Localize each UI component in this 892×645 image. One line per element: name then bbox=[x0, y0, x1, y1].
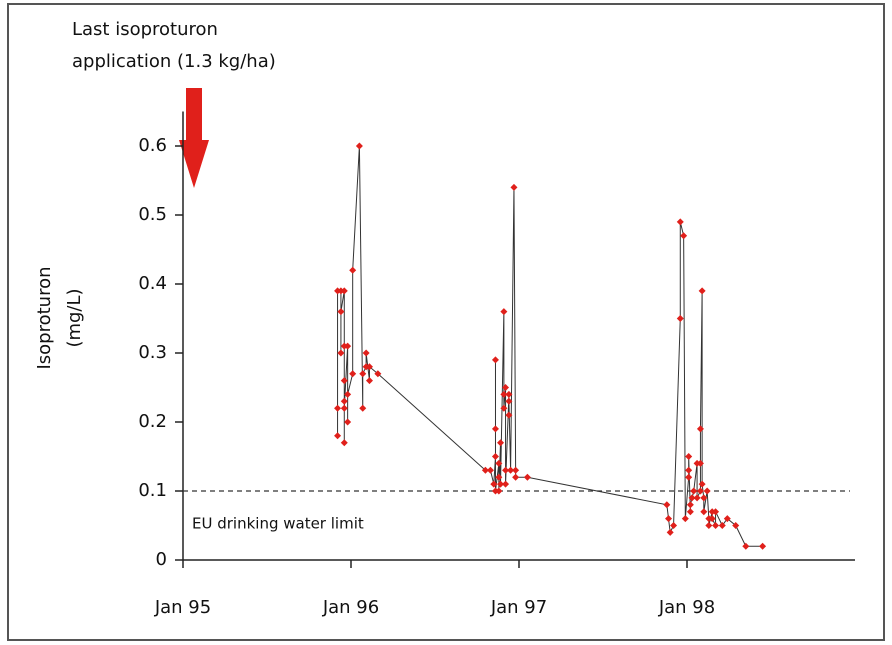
data-point bbox=[759, 542, 767, 550]
data-point bbox=[698, 480, 706, 488]
data-point bbox=[502, 466, 510, 474]
data-point bbox=[359, 370, 367, 378]
data-point bbox=[507, 466, 515, 474]
data-point bbox=[696, 459, 704, 467]
limit-label: EU drinking water limit bbox=[192, 515, 364, 533]
data-point bbox=[510, 183, 518, 191]
data-point bbox=[340, 377, 348, 385]
data-point bbox=[502, 480, 510, 488]
data-point bbox=[512, 466, 520, 474]
data-point bbox=[708, 515, 716, 523]
data-point bbox=[505, 397, 513, 405]
data-point bbox=[340, 404, 348, 412]
data-point bbox=[500, 390, 508, 398]
data-point bbox=[365, 377, 373, 385]
data-point bbox=[680, 232, 688, 240]
x-tick-label: Jan 98 bbox=[658, 597, 715, 618]
data-point bbox=[495, 487, 503, 495]
data-point bbox=[344, 418, 352, 426]
data-point bbox=[502, 384, 510, 391]
data-point bbox=[340, 439, 348, 447]
data-point bbox=[340, 287, 348, 295]
data-point bbox=[685, 453, 693, 460]
data-point bbox=[742, 542, 750, 550]
arrow bbox=[179, 88, 209, 188]
data-point bbox=[491, 356, 499, 364]
data-point bbox=[703, 487, 711, 495]
data-point bbox=[374, 370, 382, 378]
data-point bbox=[700, 508, 708, 516]
data-point bbox=[344, 342, 352, 350]
x-tick-label: Jan 95 bbox=[154, 597, 211, 618]
data-point bbox=[495, 473, 503, 481]
data-point bbox=[334, 404, 342, 412]
data-point bbox=[712, 522, 720, 529]
data-point bbox=[685, 473, 693, 481]
data-point bbox=[700, 494, 708, 502]
data-point bbox=[500, 308, 508, 316]
y-axis-label: (mg/L) bbox=[64, 288, 85, 347]
data-point bbox=[666, 528, 674, 536]
y-tick-label: 0.1 bbox=[138, 480, 167, 501]
frame bbox=[7, 3, 885, 641]
data-point bbox=[686, 508, 694, 516]
data-point bbox=[481, 466, 489, 474]
data-point bbox=[732, 522, 740, 529]
data-point bbox=[688, 494, 696, 502]
data-point bbox=[497, 480, 505, 488]
data-point bbox=[665, 515, 673, 523]
data-point bbox=[337, 308, 345, 316]
data-point bbox=[663, 501, 671, 509]
y-tick-label: 0.2 bbox=[138, 411, 167, 432]
x-tick-label: Jan 97 bbox=[490, 597, 547, 618]
data-point bbox=[505, 411, 513, 419]
data-point bbox=[512, 473, 520, 481]
data-point bbox=[723, 515, 731, 523]
data-point bbox=[344, 390, 352, 398]
y-tick-label: 0.6 bbox=[138, 135, 167, 156]
data-point bbox=[686, 501, 694, 509]
data-point bbox=[491, 453, 499, 460]
data-point bbox=[362, 349, 370, 357]
y-tick-label: 0.3 bbox=[138, 342, 167, 363]
data-point bbox=[676, 315, 684, 322]
data-point bbox=[670, 522, 678, 529]
data-point bbox=[337, 349, 345, 357]
data-point bbox=[505, 390, 513, 398]
data-point bbox=[718, 522, 726, 529]
data-point bbox=[698, 287, 706, 295]
y-tick-label: 0.5 bbox=[138, 204, 167, 225]
data-point bbox=[500, 404, 508, 412]
y-axis-label: Isoproturon bbox=[34, 266, 55, 369]
data-point bbox=[696, 487, 704, 495]
y-tick-label: 0 bbox=[156, 549, 167, 570]
annotation: application (1.3 kg/ha) bbox=[72, 51, 276, 72]
data-point bbox=[334, 432, 342, 440]
data-point bbox=[676, 218, 684, 226]
data-point bbox=[712, 508, 720, 516]
data-point bbox=[495, 459, 503, 467]
data-point bbox=[486, 466, 494, 474]
x-tick-label: Jan 96 bbox=[322, 597, 379, 618]
annotation: Last isoproturon bbox=[72, 19, 218, 40]
data-point bbox=[355, 142, 363, 150]
data-point bbox=[685, 466, 693, 474]
data-point bbox=[349, 370, 357, 378]
data-point bbox=[690, 487, 698, 495]
data-point bbox=[349, 266, 357, 274]
data-point bbox=[705, 522, 713, 529]
data-point bbox=[365, 363, 373, 371]
data-point bbox=[696, 425, 704, 433]
y-tick-label: 0.4 bbox=[138, 273, 167, 294]
data-point bbox=[693, 494, 701, 502]
data-point bbox=[497, 439, 505, 447]
data-point bbox=[681, 515, 689, 523]
data-point bbox=[523, 473, 531, 481]
data-point bbox=[340, 397, 348, 405]
data-point bbox=[490, 480, 498, 488]
data-point bbox=[359, 404, 367, 412]
data-point bbox=[491, 425, 499, 433]
